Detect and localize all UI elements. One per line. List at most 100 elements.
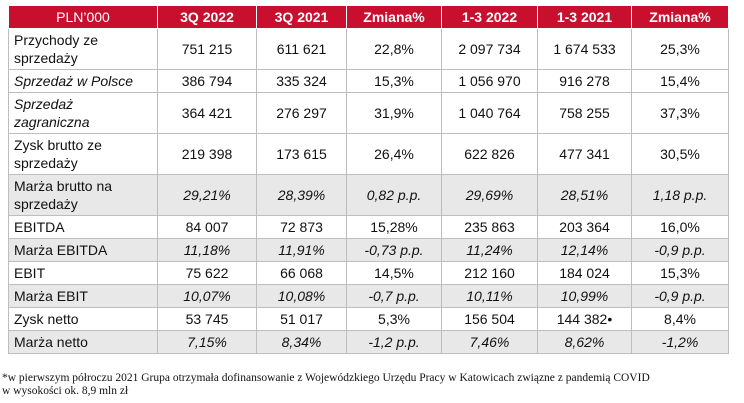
value-cell: 386 794	[157, 69, 257, 93]
value-cell: 144 382•	[537, 307, 632, 331]
table-row: Zysk brutto ze sprzedaży 219 398 173 615 26…	[8, 133, 729, 175]
value-cell: 12,14%	[537, 238, 632, 262]
value-cell: -1,2 p.p.	[346, 330, 442, 354]
value-cell: 364 421	[157, 92, 257, 134]
value-cell: 203 364	[537, 215, 632, 239]
value-cell: 8,62%	[537, 330, 632, 354]
value-cell: 28,51%	[537, 174, 632, 216]
table-row: EBIT 75 622 66 068 14,5% 212 160 184 024 15,3%	[8, 261, 729, 285]
value-cell: 84 007	[157, 215, 257, 239]
value-cell: 16,0%	[631, 215, 729, 239]
row-label: Sprzedaż w Polsce	[8, 69, 158, 93]
value-cell: 477 341	[537, 133, 632, 175]
value-cell: 7,15%	[157, 330, 257, 354]
value-cell: 30,5%	[631, 133, 729, 175]
value-cell: 10,07%	[157, 284, 257, 308]
value-cell: 276 297	[256, 92, 347, 134]
table-row: Marża brutto na sprzedaży 29,21% 28,39% 0,8…	[8, 174, 729, 216]
value-cell: 22,8%	[346, 28, 442, 70]
value-cell: 11,18%	[157, 238, 257, 262]
table-row: Przychody ze sprzedaży 751 215 611 621 22,8…	[8, 28, 729, 70]
value-cell: 235 863	[441, 215, 538, 239]
row-label: Przychody ze sprzedaży	[8, 28, 158, 70]
value-cell: -1,2%	[631, 330, 729, 354]
value-cell: 11,24%	[441, 238, 538, 262]
value-cell: 156 504	[441, 307, 538, 331]
value-cell: 14,5%	[346, 261, 442, 285]
row-label: EBIT	[8, 261, 158, 285]
value-cell: 1,18 p.p.	[631, 174, 729, 216]
value-cell: 15,3%	[631, 261, 729, 285]
value-cell: 751 215	[157, 28, 257, 70]
value-cell: 219 398	[157, 133, 257, 175]
header-cell: 1-3 2022	[441, 5, 538, 29]
row-label: Marża EBITDA	[8, 238, 158, 262]
value-cell: 31,9%	[346, 92, 442, 134]
table-row: Sprzedaż zagraniczna 364 421 276 297 31,9% 1…	[8, 92, 729, 134]
value-cell: -0,7 p.p.	[346, 284, 442, 308]
value-cell: 53 745	[157, 307, 257, 331]
value-cell: 335 324	[256, 69, 347, 93]
value-cell: 75 622	[157, 261, 257, 285]
financial-table: PLN’000 3Q 2022 3Q 2021 Zmiana% 1-3 2022 1-3 …	[8, 5, 729, 354]
value-cell: 8,34%	[256, 330, 347, 354]
value-cell: 15,28%	[346, 215, 442, 239]
value-cell: 72 873	[256, 215, 347, 239]
value-cell: 11,91%	[256, 238, 347, 262]
value-cell: 5,3%	[346, 307, 442, 331]
header-cell: 3Q 2022	[157, 5, 257, 29]
value-cell: 2 097 734	[441, 28, 538, 70]
table-row: Marża EBITDA 11,18% 11,91% -0,73 p.p. 11,24%…	[8, 238, 729, 262]
table-row: Marża netto 7,15% 8,34% -1,2 p.p. 7,46% 8,62%…	[8, 330, 729, 354]
value-cell: 10,99%	[537, 284, 632, 308]
header-cell: Zmiana%	[631, 5, 729, 29]
table-container: PLN’000 3Q 2022 3Q 2021 Zmiana% 1-3 2022 1-3 …	[8, 5, 729, 354]
value-cell: 184 024	[537, 261, 632, 285]
value-cell: 51 017	[256, 307, 347, 331]
value-cell: 212 160	[441, 261, 538, 285]
value-cell: 1 040 764	[441, 92, 538, 134]
value-cell: 28,39%	[256, 174, 347, 216]
value-cell: 1 056 970	[441, 69, 538, 93]
value-cell: 1 674 533	[537, 28, 632, 70]
row-label: Marża EBIT	[8, 284, 158, 308]
table-row: Marża EBIT 10,07% 10,08% -0,7 p.p. 10,11% 10,…	[8, 284, 729, 308]
row-label: Marża netto	[8, 330, 158, 354]
value-cell: 758 255	[537, 92, 632, 134]
value-cell: 916 278	[537, 69, 632, 93]
value-cell: 66 068	[256, 261, 347, 285]
value-cell: 622 826	[441, 133, 538, 175]
value-cell: 15,4%	[631, 69, 729, 93]
value-cell: 8,4%	[631, 307, 729, 331]
table-row: Sprzedaż w Polsce 386 794 335 324 15,3% 1 05…	[8, 69, 729, 93]
footnote: *w pierwszym półroczu 2021 Grupa otrzyma…	[2, 372, 744, 398]
value-cell: 29,21%	[157, 174, 257, 216]
value-cell: -0,73 p.p.	[346, 238, 442, 262]
row-label: Zysk brutto ze sprzedaży	[8, 133, 158, 175]
header-cell: PLN’000	[8, 5, 158, 29]
value-cell: 611 621	[256, 28, 347, 70]
header-cell: 1-3 2021	[537, 5, 632, 29]
value-cell: -0,9 p.p.	[631, 284, 729, 308]
footnote-line: *w pierwszym półroczu 2021 Grupa otrzyma…	[2, 372, 650, 384]
value-cell: 37,3%	[631, 92, 729, 134]
value-cell: 10,08%	[256, 284, 347, 308]
footnote-line: w wysokości ok. 8,9 mln zł	[2, 385, 129, 397]
row-label: Marża brutto na sprzedaży	[8, 174, 158, 216]
value-cell: 29,69%	[441, 174, 538, 216]
table-row: Zysk netto 53 745 51 017 5,3% 156 504 144 382…	[8, 307, 729, 331]
value-cell: 173 615	[256, 133, 347, 175]
header-row: PLN’000 3Q 2022 3Q 2021 Zmiana% 1-3 2022 1-3 …	[8, 5, 729, 29]
header-cell: Zmiana%	[346, 5, 442, 29]
header-cell: 3Q 2021	[256, 5, 347, 29]
value-cell: 15,3%	[346, 69, 442, 93]
row-label: Sprzedaż zagraniczna	[8, 92, 158, 134]
value-cell: 10,11%	[441, 284, 538, 308]
table-row: EBITDA 84 007 72 873 15,28% 235 863 203 364 16…	[8, 215, 729, 239]
value-cell: 0,82 p.p.	[346, 174, 442, 216]
value-cell: 7,46%	[441, 330, 538, 354]
value-cell: -0,9 p.p.	[631, 238, 729, 262]
value-cell: 25,3%	[631, 28, 729, 70]
row-label: EBITDA	[8, 215, 158, 239]
